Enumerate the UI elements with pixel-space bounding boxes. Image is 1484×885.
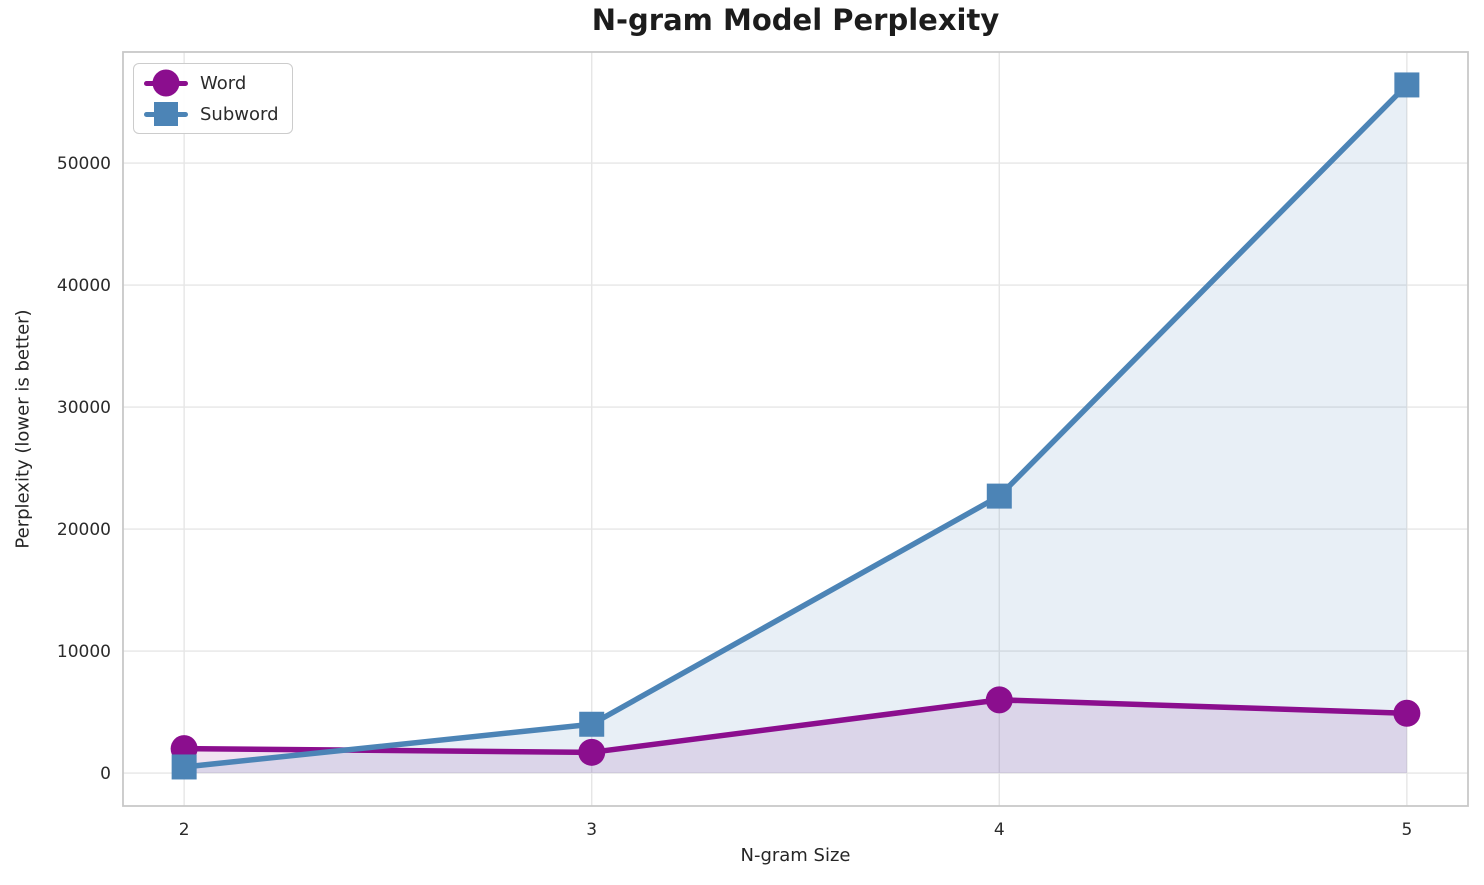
marker-word bbox=[1393, 699, 1421, 727]
y-tick-label: 40000 bbox=[57, 276, 111, 296]
legend-label-word: Word bbox=[200, 72, 247, 94]
plot-frame bbox=[122, 51, 1469, 807]
word-legend-circle-icon bbox=[152, 69, 180, 97]
line-subword bbox=[181, 82, 1410, 770]
word-series-marker-icon bbox=[144, 69, 188, 97]
area-word bbox=[184, 699, 1407, 774]
x-tick-label: 3 bbox=[586, 820, 597, 840]
line-word bbox=[181, 697, 1410, 756]
legend-item-subword: Subword bbox=[144, 100, 279, 128]
marker-subword bbox=[579, 711, 605, 737]
marker-subword bbox=[171, 754, 197, 780]
x-tick-label: 4 bbox=[994, 820, 1005, 840]
x-tick-label: 2 bbox=[179, 820, 190, 840]
y-axis-label: Perplexity (lower is better) bbox=[12, 309, 34, 549]
y-tick-label: 30000 bbox=[57, 398, 111, 418]
marker-word bbox=[578, 738, 606, 766]
x-tick-label: 5 bbox=[1401, 820, 1412, 840]
subword-legend-square-icon bbox=[154, 102, 178, 126]
y-tick-label: 50000 bbox=[57, 154, 111, 174]
marker-word bbox=[985, 686, 1013, 714]
area-subword bbox=[184, 84, 1407, 774]
y-tick-label: 0 bbox=[100, 764, 111, 784]
legend: Word Subword bbox=[133, 63, 293, 134]
y-tick-label: 10000 bbox=[57, 642, 111, 662]
marker-subword bbox=[986, 483, 1012, 509]
marker-subword bbox=[1394, 72, 1420, 98]
subword-series-marker-icon bbox=[144, 100, 188, 128]
chart-title: N-gram Model Perplexity bbox=[591, 3, 1000, 37]
x-axis-label: N-gram Size bbox=[740, 845, 851, 866]
legend-label-subword: Subword bbox=[200, 103, 279, 125]
legend-item-word: Word bbox=[144, 69, 279, 97]
y-tick-label: 20000 bbox=[57, 520, 111, 540]
